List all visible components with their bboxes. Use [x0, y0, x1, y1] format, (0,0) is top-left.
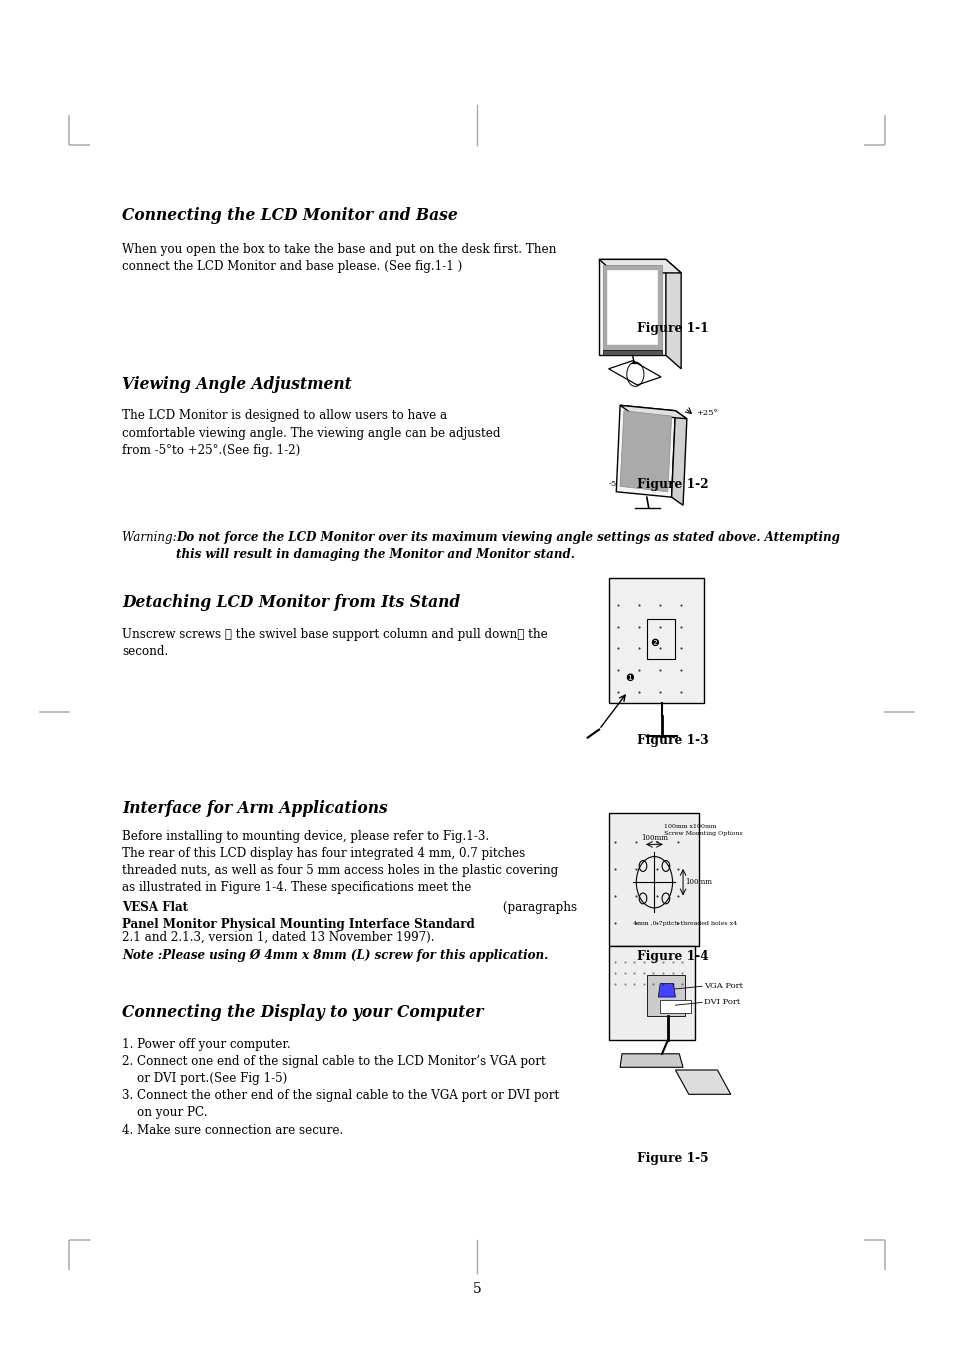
Polygon shape	[619, 405, 686, 419]
Polygon shape	[598, 259, 680, 273]
Text: 4mm ,0.7pitch threaded holes x4: 4mm ,0.7pitch threaded holes x4	[633, 921, 737, 927]
Text: Detaching LCD Monitor from Its Stand: Detaching LCD Monitor from Its Stand	[122, 594, 460, 612]
Text: Warning:: Warning:	[122, 531, 180, 544]
Polygon shape	[598, 259, 665, 355]
Bar	[646, 975, 684, 1016]
Text: VGA Port: VGA Port	[703, 982, 742, 990]
Polygon shape	[619, 411, 671, 492]
Polygon shape	[616, 405, 675, 497]
Text: The LCD Monitor is designed to allow users to have a
comfortable viewing angle. : The LCD Monitor is designed to allow use…	[122, 409, 500, 457]
Text: Figure 1-2: Figure 1-2	[637, 478, 708, 492]
Polygon shape	[602, 350, 661, 355]
Text: 100mm x100mm: 100mm x100mm	[663, 824, 716, 830]
Text: +25°: +25°	[696, 409, 718, 417]
Text: Figure 1-4: Figure 1-4	[637, 950, 708, 963]
Bar	[659, 1000, 690, 1013]
Text: 1. Power off your computer.
2. Connect one end of the signal cable to the LCD Mo: 1. Power off your computer. 2. Connect o…	[122, 1038, 558, 1136]
Polygon shape	[675, 1070, 730, 1094]
Text: 100mm: 100mm	[684, 878, 711, 886]
Text: Connecting the Display to your Computer: Connecting the Display to your Computer	[122, 1004, 483, 1021]
Text: Do not force the LCD Monitor over its maximum viewing angle settings as stated a: Do not force the LCD Monitor over its ma…	[176, 531, 840, 561]
Polygon shape	[671, 411, 686, 505]
Text: 100mm: 100mm	[640, 834, 667, 842]
Text: Figure 1-1: Figure 1-1	[637, 322, 708, 335]
Text: Interface for Arm Applications: Interface for Arm Applications	[122, 800, 388, 817]
Bar	[646, 619, 675, 659]
Text: Figure 1-3: Figure 1-3	[637, 734, 708, 747]
Text: Note :Please using Ø 4mm x 8mm (L) screw for this application.: Note :Please using Ø 4mm x 8mm (L) screw…	[122, 948, 548, 962]
Bar	[608, 813, 699, 946]
Bar	[608, 946, 694, 1040]
Polygon shape	[658, 984, 675, 997]
Bar	[608, 578, 703, 703]
Text: ❶: ❶	[624, 673, 634, 684]
Text: Figure 1-5: Figure 1-5	[637, 1152, 708, 1166]
Text: ❷: ❷	[649, 638, 659, 648]
Text: 5: 5	[472, 1282, 481, 1296]
Text: Connecting the LCD Monitor and Base: Connecting the LCD Monitor and Base	[122, 207, 457, 224]
Text: 2.1 and 2.1.3, version 1, dated 13 November 1997).: 2.1 and 2.1.3, version 1, dated 13 Novem…	[122, 931, 435, 944]
Text: -5: -5	[608, 480, 617, 488]
Text: Screw Mounting Options: Screw Mounting Options	[663, 831, 742, 836]
Text: VESA Flat
Panel Monitor Physical Mounting Interface Standard: VESA Flat Panel Monitor Physical Mountin…	[122, 901, 475, 931]
Polygon shape	[665, 259, 680, 369]
Text: Viewing Angle Adjustment: Viewing Angle Adjustment	[122, 376, 352, 393]
Text: When you open the box to take the base and put on the desk first. Then
connect t: When you open the box to take the base a…	[122, 243, 556, 273]
Text: (paragraphs: (paragraphs	[498, 901, 577, 915]
Polygon shape	[602, 265, 661, 350]
Polygon shape	[606, 270, 658, 345]
Text: Unscrew screws ❶ the swivel base support column and pull down❷ the
second.: Unscrew screws ❶ the swivel base support…	[122, 628, 547, 658]
Text: Before installing to mounting device, please refer to Fig.1-3.
The rear of this : Before installing to mounting device, pl…	[122, 830, 558, 894]
Text: DVI Port: DVI Port	[703, 998, 740, 1006]
Polygon shape	[619, 1054, 682, 1067]
